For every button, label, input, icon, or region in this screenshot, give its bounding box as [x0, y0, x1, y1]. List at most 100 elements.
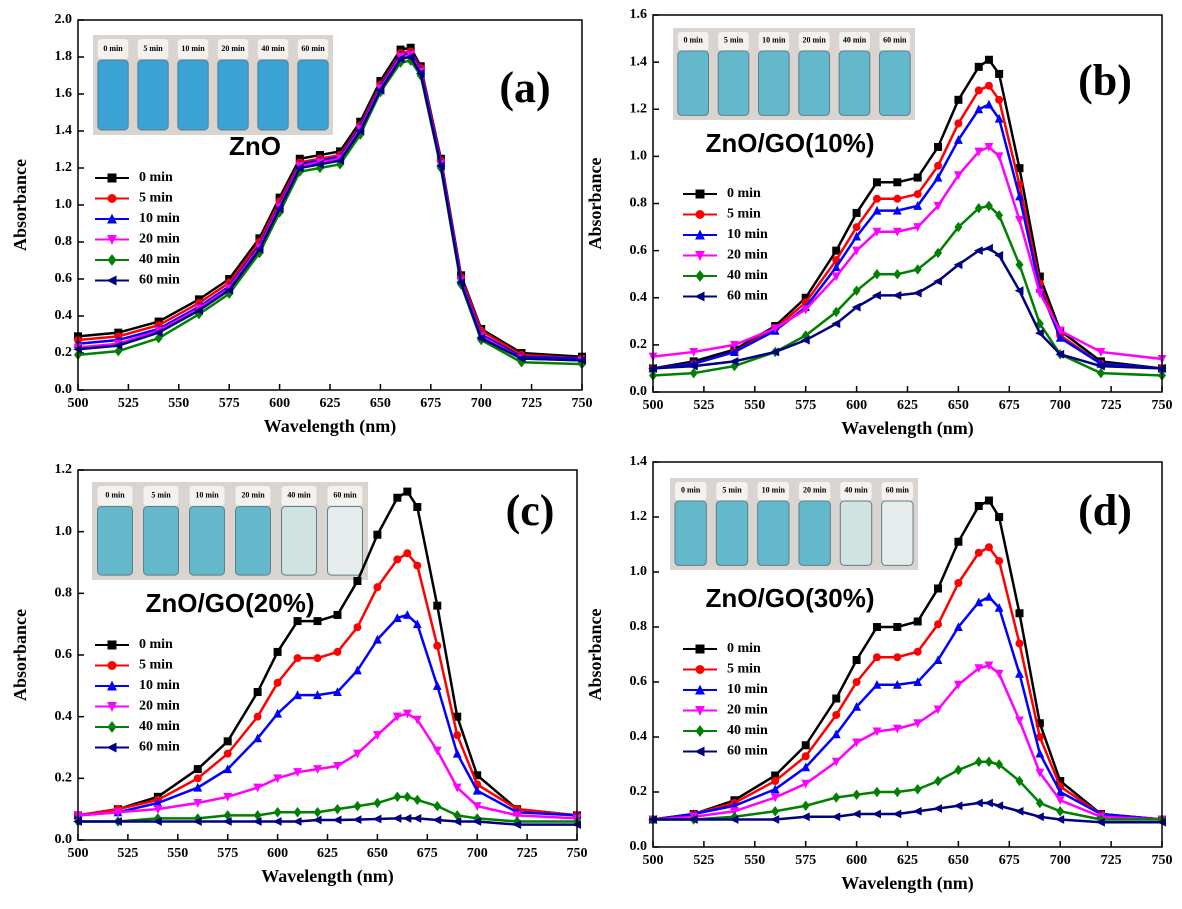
vial [97, 59, 129, 131]
inset-label: 0 min [103, 44, 123, 53]
inset-title: ZnO [229, 131, 281, 161]
vial-cap [798, 32, 830, 51]
marker [695, 210, 705, 219]
marker [892, 724, 902, 734]
marker [273, 678, 282, 687]
inset-label: 20 min [241, 491, 265, 500]
marker [954, 119, 963, 128]
marker [770, 815, 780, 824]
marker [974, 86, 983, 95]
inset-label: 5 min [143, 44, 163, 53]
plot-frame [652, 461, 1163, 848]
vial-cap [758, 32, 790, 51]
y-tick-label: 0.6 [630, 674, 648, 689]
y-tick-label: 0.2 [55, 771, 73, 786]
marker [852, 678, 861, 686]
plot-frame [652, 14, 1163, 393]
marker [974, 756, 983, 767]
marker [313, 690, 322, 700]
y-tick-label: 0.4 [630, 729, 648, 744]
x-tick-label: 525 [117, 846, 138, 861]
legend-label: 10 min [727, 682, 768, 697]
y-tick-label: 1.4 [630, 454, 648, 469]
marker [801, 293, 810, 302]
marker [1015, 191, 1024, 201]
inset-label: 20 min [802, 36, 826, 45]
marker [973, 246, 983, 256]
x-tick-label: 675 [417, 846, 438, 861]
vial [297, 59, 329, 131]
legend-label: 60 min [139, 273, 180, 288]
inset-photo [93, 35, 333, 135]
vial [717, 50, 750, 116]
marker [516, 354, 526, 363]
legend-label: 60 min [727, 289, 768, 304]
marker [730, 340, 739, 350]
marker [224, 285, 234, 295]
marker [106, 742, 117, 753]
marker [984, 661, 994, 671]
vial [757, 500, 790, 566]
marker [373, 530, 382, 539]
marker [974, 62, 983, 71]
marker [223, 810, 232, 821]
marker [332, 815, 342, 825]
y-axis-label: Absorbance [585, 157, 605, 249]
marker [1015, 215, 1024, 225]
inset-label: 10 min [762, 486, 786, 495]
x-tick-label: 750 [567, 846, 588, 861]
marker [984, 243, 993, 253]
x-tick-label: 700 [471, 396, 492, 411]
marker [273, 774, 282, 784]
marker [954, 221, 963, 233]
marker [472, 817, 482, 826]
vial-cap [879, 32, 911, 51]
marker [373, 583, 382, 592]
marker [1055, 326, 1065, 336]
marker [512, 811, 522, 821]
marker [412, 814, 422, 823]
marker [984, 756, 993, 767]
inset-photo [92, 482, 368, 580]
inset-label: 60 min [301, 44, 325, 53]
marker [954, 579, 963, 587]
x-tick-label: 650 [948, 853, 969, 868]
marker [695, 725, 705, 737]
vial-cap [97, 486, 133, 506]
marker [832, 711, 841, 719]
marker [456, 278, 466, 288]
marker [801, 752, 810, 761]
x-tick-label: 500 [68, 396, 89, 411]
vial-cap [297, 39, 329, 59]
marker [832, 694, 841, 703]
x-tick-label: 700 [1050, 398, 1071, 413]
marker [954, 764, 963, 776]
y-tick-label: 0.4 [55, 308, 73, 323]
marker [1035, 328, 1044, 338]
x-axis-label: Wavelength (nm) [841, 418, 974, 439]
y-tick-label: 1.0 [55, 197, 73, 212]
marker [254, 245, 264, 254]
marker [223, 737, 232, 746]
vial-cap [177, 39, 209, 59]
marker [913, 264, 922, 275]
marker [872, 194, 881, 203]
inset-label: 5 min [722, 486, 742, 495]
marker [472, 802, 482, 811]
marker [393, 493, 402, 502]
marker [994, 113, 1004, 123]
inset-label: 40 min [844, 486, 868, 495]
legend-label: 40 min [727, 268, 768, 283]
marker [934, 584, 943, 593]
marker [293, 807, 302, 818]
marker [453, 731, 462, 740]
x-tick-label: 600 [846, 853, 867, 868]
marker [472, 785, 482, 795]
marker [452, 783, 462, 793]
marker [994, 669, 1004, 679]
marker [974, 502, 983, 510]
marker [872, 290, 881, 300]
marker [1035, 797, 1044, 809]
marker [512, 820, 522, 829]
